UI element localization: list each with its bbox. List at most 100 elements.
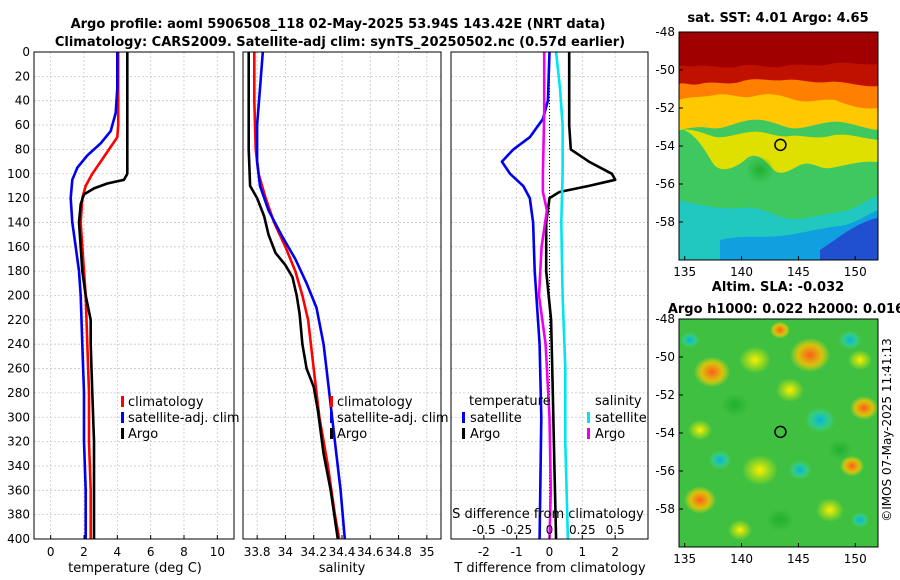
temperature-axes-frame — [33, 51, 235, 540]
temperature-xlabel: temperature (deg C) — [68, 561, 202, 576]
x-tick-label: 34.6 — [357, 545, 384, 559]
sla-anomaly-patch — [721, 393, 749, 417]
map-y-tick-label: -50 — [655, 63, 675, 77]
sst-green-patch — [746, 156, 774, 184]
x-tick-label: 35 — [419, 545, 434, 559]
sla-anomaly-patch — [728, 519, 752, 541]
sla-anomaly-patch — [770, 321, 790, 339]
series-line-t-satellite — [500, 52, 551, 539]
y-tick-label: 20 — [15, 69, 30, 83]
map-y-tick-label: -48 — [655, 25, 675, 39]
x-tick-label: 33.8 — [244, 545, 271, 559]
x-tick-label: 2 — [80, 545, 88, 559]
sla-anomaly-patch — [708, 449, 732, 471]
map-x-tick-label: 145 — [787, 265, 810, 279]
difference-lines — [500, 52, 617, 539]
legend-swatch-climatology — [330, 396, 333, 407]
salinity-grid — [243, 51, 441, 540]
map-y-tick-label: -54 — [655, 426, 675, 440]
sla-anomaly-patch — [776, 378, 804, 402]
sla-anomaly-patch — [828, 439, 852, 461]
map-y-tick-label: -48 — [655, 312, 675, 326]
y-tick-label: 400 — [7, 532, 30, 546]
map-x-tick-label: 135 — [673, 552, 696, 566]
map-y-tick-label: -52 — [655, 101, 675, 115]
map-y-tick-label: -56 — [655, 464, 675, 478]
y-tick-label: 280 — [7, 386, 30, 400]
map-y-tick-label: -56 — [655, 177, 675, 191]
salinity-lines — [247, 52, 347, 539]
y-tick-label: 200 — [7, 289, 30, 303]
sla-map-ticks: 135 140 145 150 -48 -50 -52 -54 -56 -58 — [655, 312, 866, 566]
map-x-tick-label: 145 — [787, 552, 810, 566]
legend-label-argo: Argo — [337, 427, 367, 442]
argo-float-marker — [774, 425, 787, 439]
sla-anomaly-patch — [804, 406, 836, 434]
imos-credit: ©IMOS 07-May-2025 11:41:13 — [880, 338, 894, 522]
sla-anomaly-patch — [840, 455, 864, 477]
y-tick-label: 180 — [7, 264, 30, 278]
map-y-tick-label: -50 — [655, 350, 675, 364]
legend-title-salinity: salinity — [595, 394, 642, 409]
legend-label-satellite: satellite-adj. clim — [337, 411, 449, 426]
legend-swatch-argo — [330, 428, 333, 439]
map-x-tick-label: 140 — [730, 552, 753, 566]
x2-tick-label: 0 — [546, 523, 554, 537]
map-y-tick-label: -58 — [655, 215, 675, 229]
s-difference-label: S difference from climatology — [452, 507, 644, 522]
temperature-legend: climatology satellite-adj. clim Argo — [121, 395, 240, 442]
legend-label-s-satellite: satellite — [595, 411, 647, 426]
y-tick-label: 140 — [7, 215, 30, 229]
legend-swatch-s-satellite — [587, 412, 590, 423]
legend-swatch-climatology — [121, 396, 124, 407]
legend-swatch-t-argo — [462, 428, 465, 439]
sst-map-ticks: 135 140 145 150 -48 -50 -52 -54 -56 -58 — [655, 25, 866, 279]
sla-map-field — [679, 319, 878, 547]
map-x-tick-label: 150 — [844, 552, 867, 566]
difference-panel: -2 -1 0 1 2 -0.5 -0.25 0 0.25 0.5 S difference f… — [450, 51, 649, 576]
x-tick-label: 34.4 — [329, 545, 356, 559]
salinity-legend: climatology satellite-adj. clim Argo — [330, 395, 449, 442]
sla-anomaly-patch — [739, 346, 771, 374]
sst-dark-band — [679, 32, 878, 68]
x-tick-label: 0 — [546, 545, 554, 559]
x2-tick-label: -0.5 — [472, 523, 495, 537]
legend-swatch-s-argo — [587, 428, 590, 439]
legend-label-t-satellite: satellite — [470, 411, 522, 426]
sla-anomaly-patch — [766, 508, 794, 532]
x-tick-label: 6 — [147, 545, 155, 559]
y-tick-label: 300 — [7, 410, 30, 424]
sst-blue-region — [820, 218, 878, 260]
map-x-tick-label: 135 — [673, 265, 696, 279]
y-tick-label: 60 — [15, 118, 30, 132]
y-tick-label: 320 — [7, 435, 30, 449]
x2-tick-label: 0.25 — [569, 523, 596, 537]
salinity-tick-labels: 33.8 34 34.2 34.4 34.6 34.8 35 — [244, 535, 434, 559]
y-tick-label: 360 — [7, 483, 30, 497]
title-line-1: Argo profile: aoml 5906508_118 02-May-20… — [71, 17, 606, 32]
y-tick-label: 80 — [15, 142, 30, 156]
sla-anomaly-patch — [790, 338, 830, 372]
temperature-panel: 0204060801001201401601802002202402602803… — [7, 45, 240, 576]
sla-map-title-2: Argo h1000: 0.022 h2000: 0.016 — [668, 302, 900, 317]
legend-swatch-satellite — [330, 412, 333, 423]
map-y-tick-label: -54 — [655, 139, 675, 153]
temperature-tick-labels: 0 2 4 6 8 10 — [47, 535, 225, 559]
y-tick-label: 100 — [7, 167, 30, 181]
sla-anomaly-patch — [816, 498, 844, 522]
t-difference-xlabel: T difference from climatology — [453, 561, 646, 576]
x-tick-label: 0 — [47, 545, 55, 559]
series-line-satellite-adj-clim — [69, 52, 119, 539]
legend-label-climatology: climatology — [128, 395, 204, 410]
x-tick-label: 34.2 — [300, 545, 327, 559]
y-tick-label: 0 — [22, 45, 30, 59]
sla-anomaly-patch — [688, 419, 712, 441]
sla-map-panel: Altim. SLA: -0.032 Argo h1000: 0.022 h20… — [655, 280, 900, 566]
series-line-satellite-adj-clim — [255, 52, 347, 539]
x-tick-label: 1 — [579, 545, 587, 559]
sla-anomaly-patch — [684, 486, 716, 514]
map-y-tick-label: -58 — [655, 502, 675, 516]
map-x-tick-label: 140 — [730, 265, 753, 279]
y-tick-label: 220 — [7, 313, 30, 327]
